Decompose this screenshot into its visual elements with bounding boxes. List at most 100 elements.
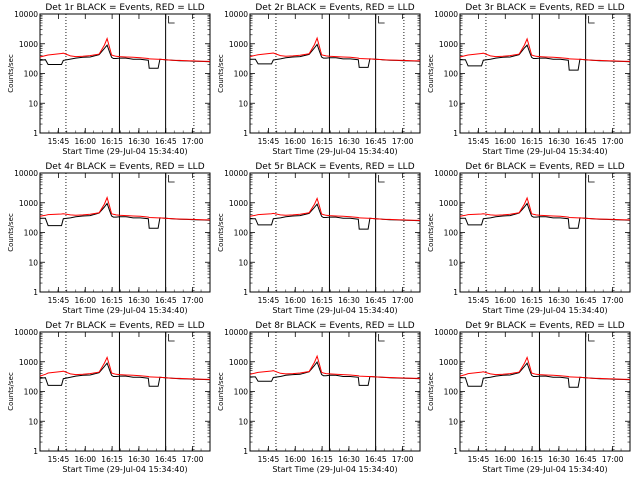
y-tick-label: 1: [33, 129, 38, 138]
x-tick-label: 16:00: [284, 455, 306, 464]
x-tick-label: 15:45: [258, 137, 280, 146]
y-axis-label: Counts/sec: [7, 54, 15, 93]
y-tick-label: 10000: [224, 328, 248, 337]
y-tick-label: 10: [28, 258, 38, 267]
x-axis-label: Start Time (29-Jul-04 15:34:40): [482, 306, 607, 315]
x-tick-label: 17:00: [602, 296, 624, 305]
y-tick-label: 10000: [434, 10, 458, 19]
panel-det-6: Det 6r BLACK = Events, RED = LLD 1 10 100 10…: [427, 162, 631, 315]
y-tick-label: 100: [444, 229, 459, 238]
x-tick-label: 16:15: [521, 455, 543, 464]
panel-title: Det 5r BLACK = Events, RED = LLD: [255, 162, 414, 172]
y-tick-label: 10000: [434, 169, 458, 178]
x-axis-label: Start Time (29-Jul-04 15:34:40): [272, 147, 397, 156]
y-tick-label: 1: [33, 288, 38, 297]
lld-series-line: [459, 37, 631, 62]
x-tick-label: 17:00: [392, 296, 414, 305]
x-tick-label: 16:30: [548, 296, 570, 305]
y-tick-label: 1: [33, 447, 38, 456]
panel-det-5: Det 5r BLACK = Events, RED = LLD 1 10 100 10…: [217, 162, 421, 315]
bin-bracket: [168, 334, 175, 342]
bin-bracket: [168, 16, 175, 24]
y-tick-label: 10: [448, 417, 458, 426]
x-tick-label: 16:45: [575, 137, 597, 146]
x-tick-label: 16:30: [338, 455, 360, 464]
x-tick-label: 16:30: [128, 296, 150, 305]
x-tick-label: 16:45: [575, 296, 597, 305]
bin-bracket: [378, 334, 385, 342]
plot-frame: [39, 172, 211, 293]
y-tick-label: 10: [28, 99, 38, 108]
x-tick-label: 16:15: [521, 296, 543, 305]
y-tick-label: 10000: [14, 169, 38, 178]
panel-det-2: Det 2r BLACK = Events, RED = LLD 1 10 100 10…: [217, 3, 421, 156]
x-tick-label: 16:45: [155, 455, 177, 464]
plot-frame: [249, 331, 421, 452]
y-tick-label: 10000: [224, 10, 248, 19]
y-tick-label: 10000: [224, 169, 248, 178]
lld-series-line: [39, 356, 211, 380]
y-tick-label: 1000: [229, 199, 248, 208]
y-tick-label: 1000: [439, 199, 458, 208]
panel-det-7: Det 7r BLACK = Events, RED = LLD 1 10 100 10…: [7, 321, 211, 474]
y-tick-label: 100: [24, 388, 39, 397]
lld-series-line: [249, 354, 421, 379]
y-axis-label: Counts/sec: [7, 372, 15, 411]
panel-title: Det 6r BLACK = Events, RED = LLD: [465, 162, 624, 172]
y-tick-label: 1: [453, 129, 458, 138]
x-tick-label: 15:45: [48, 137, 70, 146]
y-tick-label: 1: [453, 447, 458, 456]
panel-title: Det 4r BLACK = Events, RED = LLD: [45, 162, 204, 172]
bin-bracket: [588, 334, 595, 342]
panel-det-4: Det 4r BLACK = Events, RED = LLD 1 10 100 10…: [7, 162, 211, 315]
y-axis-label: Counts/sec: [427, 213, 435, 252]
y-axis-label: Counts/sec: [217, 54, 225, 93]
lld-series-line: [459, 355, 631, 380]
panel-det-1: Det 1r BLACK = Events, RED = LLD 1 10 100 10…: [7, 3, 211, 156]
bin-bracket: [588, 175, 595, 183]
lld-series-line: [249, 196, 421, 221]
x-tick-label: 17:00: [392, 137, 414, 146]
y-tick-label: 1000: [229, 40, 248, 49]
y-tick-label: 10: [238, 258, 248, 267]
x-tick-label: 15:45: [468, 455, 490, 464]
y-tick-label: 100: [234, 70, 249, 79]
x-axis-label: Start Time (29-Jul-04 15:34:40): [272, 465, 397, 474]
x-tick-label: 17:00: [182, 455, 204, 464]
panel-title: Det 1r BLACK = Events, RED = LLD: [45, 3, 204, 13]
x-tick-label: 16:00: [284, 137, 306, 146]
y-tick-label: 10000: [14, 10, 38, 19]
lld-series-line: [39, 36, 211, 62]
x-tick-label: 17:00: [392, 455, 414, 464]
y-tick-label: 100: [24, 229, 39, 238]
panel-det-3: Det 3r BLACK = Events, RED = LLD 1 10 100 10…: [427, 3, 631, 156]
y-tick-label: 10: [238, 417, 248, 426]
y-tick-label: 1000: [19, 358, 38, 367]
y-tick-label: 1000: [19, 199, 38, 208]
panel-title: Det 7r BLACK = Events, RED = LLD: [45, 321, 204, 331]
x-tick-label: 17:00: [182, 137, 204, 146]
x-tick-label: 16:15: [521, 137, 543, 146]
y-tick-label: 1000: [439, 358, 458, 367]
y-axis-label: Counts/sec: [427, 54, 435, 93]
x-axis-label: Start Time (29-Jul-04 15:34:40): [62, 306, 187, 315]
x-tick-label: 16:30: [338, 137, 360, 146]
y-tick-label: 100: [234, 388, 249, 397]
x-tick-label: 16:45: [155, 296, 177, 305]
panel-det-9: Det 9r BLACK = Events, RED = LLD 1 10 100 10…: [427, 321, 631, 474]
plot-frame: [459, 331, 631, 452]
y-tick-label: 10: [238, 99, 248, 108]
x-tick-label: 16:15: [101, 296, 123, 305]
x-tick-label: 16:45: [365, 455, 387, 464]
panel-det-8: Det 8r BLACK = Events, RED = LLD 1 10 100 10…: [217, 321, 421, 474]
x-tick-label: 15:45: [468, 296, 490, 305]
y-tick-label: 1000: [19, 40, 38, 49]
x-tick-label: 17:00: [602, 455, 624, 464]
plot-frame: [39, 13, 211, 134]
x-tick-label: 16:15: [311, 137, 333, 146]
y-tick-label: 100: [24, 70, 39, 79]
plot-frame: [249, 13, 421, 134]
x-tick-label: 16:45: [155, 137, 177, 146]
y-tick-label: 100: [234, 229, 249, 238]
